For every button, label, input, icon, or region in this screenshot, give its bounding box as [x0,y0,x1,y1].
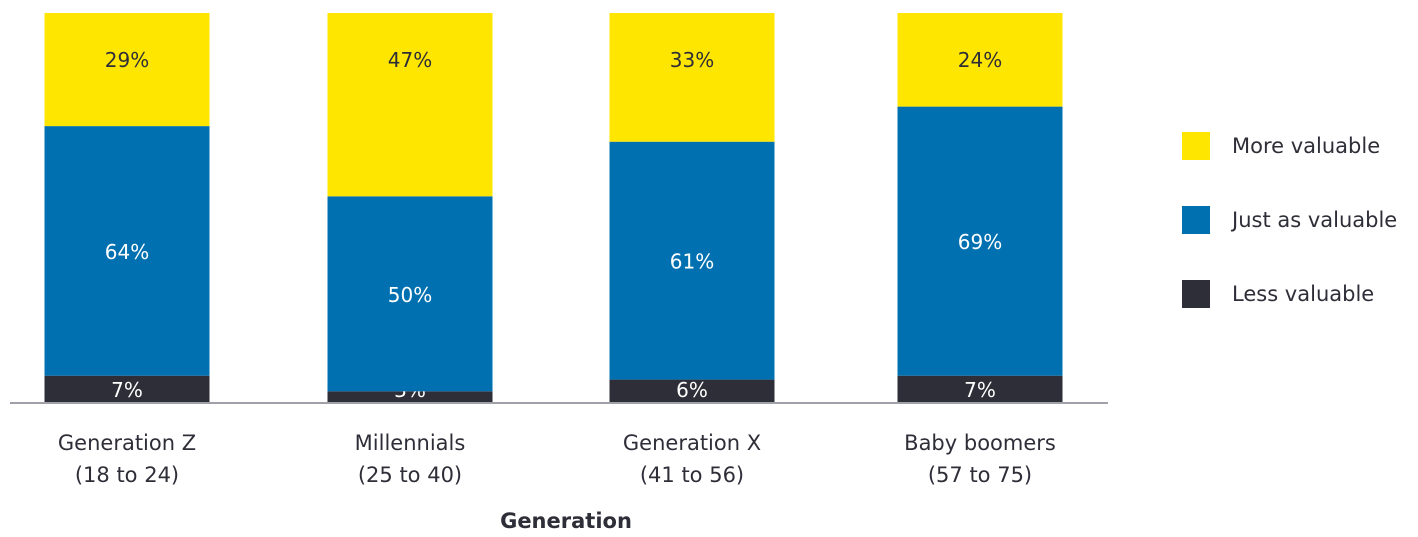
data-label-more-valuable-4: 24% [958,48,1002,72]
bar-segment-less-valuable-2 [327,391,493,403]
data-label-just-as-valuable-1: 64% [105,240,149,264]
bar-segment-less-valuable-3 [609,379,775,403]
data-label-less-valuable-4: 7% [964,378,996,402]
x-tick-label-3-name: Generation X [623,431,761,455]
legend-label-just-as-valuable: Just as valuable [1232,208,1398,232]
data-label-less-valuable-1: 7% [111,378,143,402]
bars-group: 7%64%29%3%50%47%6%61%33%7%69%24% [44,13,1063,403]
bar-segment-more-valuable-1 [44,13,210,127]
bar-segment-just-as-valuable-3 [609,141,775,380]
bar-segment-less-valuable-1 [44,375,210,403]
bar-segment-more-valuable-3 [609,13,775,142]
x-tick-label-4-name: Baby boomers [904,431,1056,455]
legend-swatch-just-as-valuable [1182,206,1210,234]
legend: More valuable Just as valuable Less valuab… [1182,128,1397,350]
bar-segment-less-valuable-4 [897,375,1063,403]
legend-item-less-valuable: Less valuable [1182,276,1397,312]
data-label-just-as-valuable-4: 69% [958,230,1002,254]
x-tick-label-1-age-range: (18 to 24) [75,463,179,487]
data-label-less-valuable-3: 6% [676,378,708,402]
data-label-just-as-valuable-2: 50% [388,283,432,307]
x-tick-label-4-age-range: (57 to 75) [928,463,1032,487]
data-label-just-as-valuable-3: 61% [670,250,714,274]
data-label-more-valuable-3: 33% [670,48,714,72]
bar-segment-just-as-valuable-1 [44,126,210,376]
legend-item-more-valuable: More valuable [1182,128,1397,164]
x-tick-label-2-age-range: (25 to 40) [358,463,462,487]
x-axis-title: Generation [500,509,632,533]
legend-swatch-less-valuable [1182,280,1210,308]
x-tick-labels: Generation Z (18 to 24) Millennials (25 to … [58,431,1056,487]
x-tick-label-3-age-range: (41 to 56) [640,463,744,487]
bar-segment-more-valuable-4 [897,13,1063,107]
x-tick-label-2-name: Millennials [355,431,466,455]
legend-label-less-valuable: Less valuable [1232,282,1375,306]
data-label-more-valuable-1: 29% [105,48,149,72]
bar-segment-just-as-valuable-4 [897,106,1063,376]
legend-swatch-more-valuable [1182,132,1210,160]
bar-segment-more-valuable-2 [327,13,493,197]
legend-item-just-as-valuable: Just as valuable [1182,202,1397,238]
data-label-more-valuable-2: 47% [388,48,432,72]
x-tick-label-1-name: Generation Z [58,431,196,455]
bar-segment-just-as-valuable-2 [327,196,493,392]
legend-label-more-valuable: More valuable [1232,134,1381,158]
